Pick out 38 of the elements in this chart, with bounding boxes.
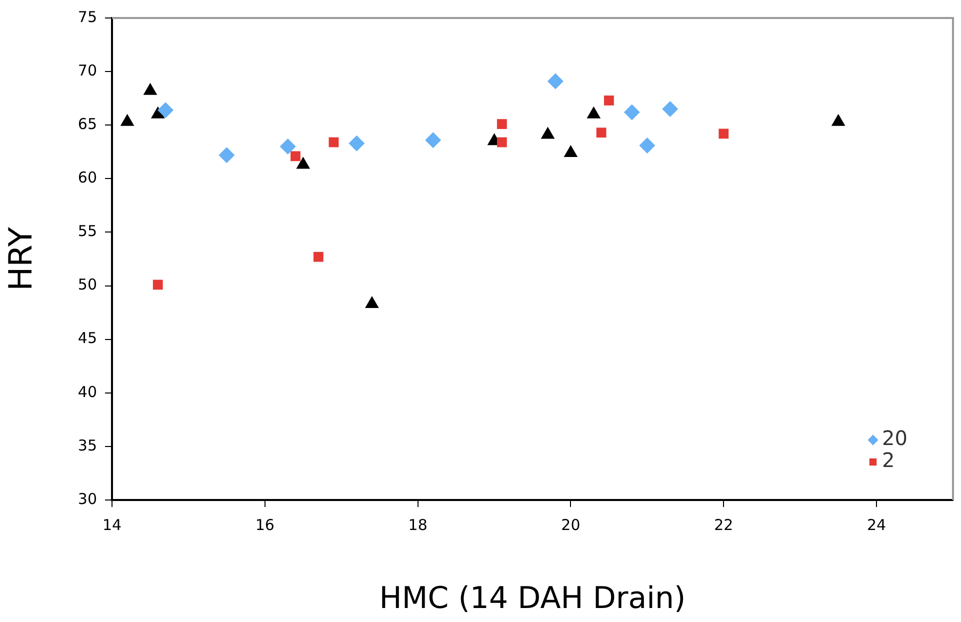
point [313, 252, 324, 262]
point [496, 137, 507, 148]
point [328, 137, 339, 148]
x-tick-label: 24 [867, 516, 886, 534]
point [596, 128, 606, 138]
point [718, 128, 729, 139]
point [425, 132, 442, 148]
point [604, 96, 614, 106]
y-tick-label: 75 [78, 8, 97, 26]
x-tick-label: 16 [255, 516, 274, 534]
y-tick-label: 35 [78, 436, 97, 454]
point [280, 138, 296, 155]
point [290, 151, 300, 162]
x-tick-label: 20 [561, 516, 580, 534]
point [547, 73, 564, 90]
point [158, 102, 174, 118]
y-tick-label: 50 [78, 276, 97, 294]
x-axis-title: HMC (14 DAH Drain) [379, 580, 686, 616]
x-tick-label: 14 [102, 516, 122, 534]
y-tick-label: 65 [78, 115, 97, 133]
point [662, 101, 678, 118]
y-axis-title: HRY [2, 226, 40, 291]
point [348, 135, 365, 152]
point [152, 280, 163, 290]
y-tick-label: 70 [78, 61, 97, 80]
legend-label: 20 [882, 426, 908, 450]
x-tick-label: 22 [714, 516, 734, 534]
y-tick-label: 30 [78, 490, 97, 508]
point [624, 104, 640, 120]
y-tick-label: 55 [78, 222, 97, 240]
point [218, 147, 235, 164]
y-tick-label: 45 [78, 329, 97, 348]
y-tick-label: 40 [78, 382, 97, 401]
point [496, 119, 507, 129]
x-tick-label: 18 [408, 516, 428, 534]
legend-label: 2 [882, 448, 895, 472]
point [639, 137, 656, 154]
y-tick-label: 60 [78, 168, 97, 187]
